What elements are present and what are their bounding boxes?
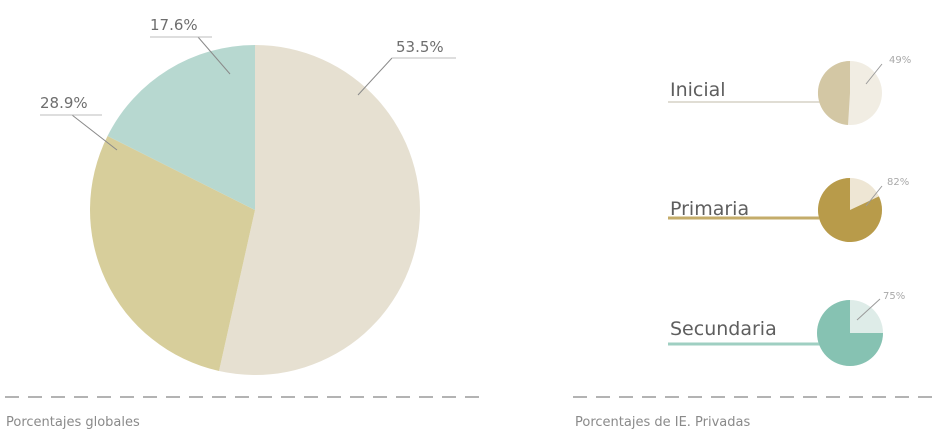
category-label: Primaria xyxy=(670,198,749,220)
category-row-primaria: Primaria 82% xyxy=(668,177,909,242)
label-leader-0 xyxy=(357,57,393,96)
global-pie-labels: 53.5% 28.9% 17.6% xyxy=(40,16,456,151)
mini-pie-primaria xyxy=(817,178,882,242)
mini-pie-secundaria xyxy=(817,300,883,366)
private-caption: Porcentajes de IE. Privadas xyxy=(575,415,750,430)
global-pie xyxy=(90,45,420,375)
label-leader xyxy=(856,298,881,321)
mini-pie-inicial xyxy=(817,60,882,125)
slice-label-1: 28.9% xyxy=(40,94,88,112)
label-leader-1 xyxy=(71,114,118,151)
label-leader xyxy=(865,63,883,85)
mini-pie-share xyxy=(817,60,850,125)
mini-pie-share xyxy=(817,178,882,242)
category-label: Inicial xyxy=(670,79,726,101)
label-leader xyxy=(865,185,883,207)
mini-pie-label: 82% xyxy=(887,177,909,188)
mini-pie-share xyxy=(817,300,883,366)
pie-slice-1 xyxy=(90,136,255,372)
category-row-secundaria: Secundaria 75% xyxy=(668,291,905,366)
mini-pie-label: 75% xyxy=(883,291,905,302)
mini-pie-label: 49% xyxy=(889,55,911,66)
category-label: Secundaria xyxy=(670,318,777,340)
label-leader-2 xyxy=(197,36,231,75)
slice-label-0: 53.5% xyxy=(396,38,444,56)
slice-label-2: 17.6% xyxy=(150,16,198,34)
pie-slice-2 xyxy=(107,45,256,210)
pie-slice-0 xyxy=(219,45,420,375)
global-caption: Porcentajes globales xyxy=(6,415,140,430)
category-row-inicial: Inicial 49% xyxy=(668,55,911,125)
